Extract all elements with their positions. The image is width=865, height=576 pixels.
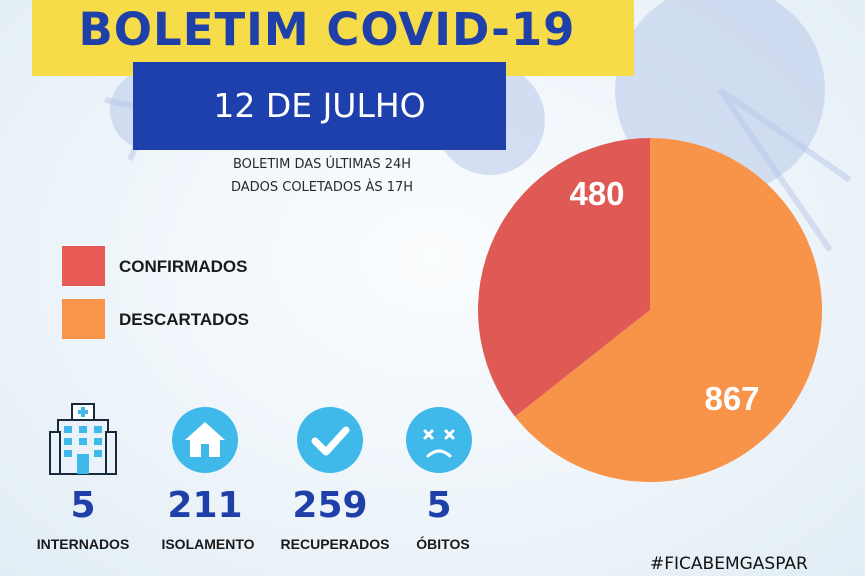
- pie-slice-descartados: [514, 138, 823, 483]
- legend-label-descartados: DESCARTADOS: [119, 310, 250, 329]
- pie-slice-confirmados: [478, 138, 650, 417]
- subtitle-collection-time: DADOS COLETADOS ÀS 17H: [230, 180, 414, 195]
- legend-swatch-confirmados: [62, 246, 105, 286]
- legend-swatch-descartados: [62, 299, 105, 339]
- stat-value-recuperados: 259: [292, 485, 368, 526]
- house-icon: [172, 407, 238, 473]
- pie-value-label-confirmados: 480: [569, 175, 624, 212]
- stat-label-internados: INTERNADOS: [36, 536, 130, 552]
- hashtag: #FICABEMGASPAR: [650, 554, 808, 574]
- pie-chart: 480 867: [478, 138, 823, 483]
- stat-label-isolamento: ISOLAMENTO: [161, 536, 255, 552]
- stat-value-isolamento: 211: [167, 485, 243, 526]
- subtitle-period: BOLETIM DAS ÚLTIMAS 24H: [232, 157, 412, 172]
- stat-value-internados: 5: [70, 485, 96, 526]
- check-icon: [297, 407, 363, 473]
- sad-face-icon: [406, 407, 472, 473]
- legend-label-confirmados: CONFIRMADOS: [119, 257, 248, 276]
- hospital-icon: [49, 403, 117, 475]
- pie-value-label-descartados: 867: [704, 380, 759, 417]
- page-title: BOLETIM COVID-19: [78, 3, 576, 56]
- stat-label-obitos: ÓBITOS: [416, 536, 470, 552]
- report-date: 12 DE JULHO: [213, 86, 426, 125]
- stat-value-obitos: 5: [426, 485, 452, 526]
- date-banner: [133, 62, 506, 150]
- stat-label-recuperados: RECUPERADOS: [280, 536, 390, 552]
